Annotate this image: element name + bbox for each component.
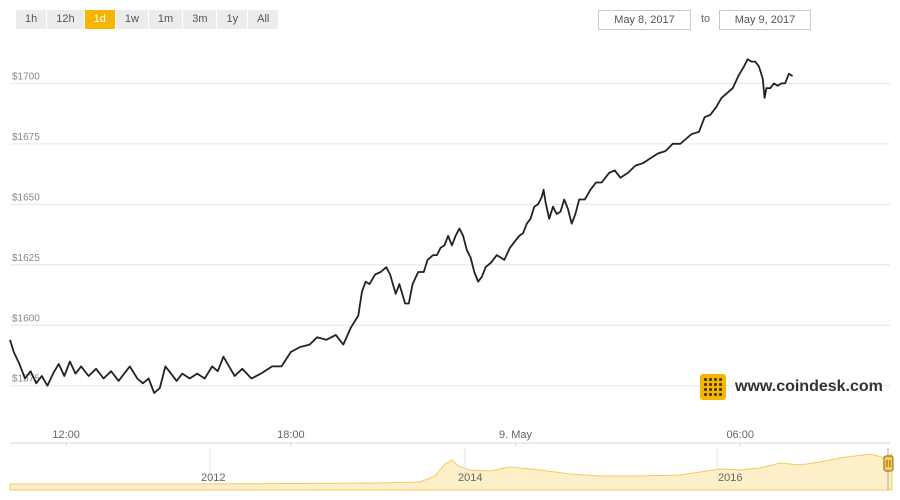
range-button-1w[interactable]: 1w: [115, 10, 148, 29]
y-tick-label: $1675: [12, 132, 40, 143]
coindesk-logo-icon: [700, 374, 726, 400]
navigator[interactable]: 2012 2014 2016: [0, 446, 900, 500]
range-button-all[interactable]: All: [248, 10, 279, 29]
range-button-3m[interactable]: 3m: [183, 10, 217, 29]
x-tick-label: 06:00: [726, 429, 754, 441]
gridlines: [10, 82, 890, 387]
to-date-input[interactable]: May 9, 2017: [719, 10, 811, 30]
y-axis: $1575 $1600 $1625 $1650 $1675 $1700: [12, 71, 40, 384]
y-tick-label: $1600: [12, 313, 40, 324]
navigator-label-2014: 2014: [458, 472, 482, 484]
range-button-1m[interactable]: 1m: [148, 10, 183, 29]
x-axis: 12:00 18:00 9. May 06:00: [52, 429, 754, 448]
brand-url: www.coindesk.com: [735, 378, 883, 395]
x-tick-label: 18:00: [277, 429, 305, 441]
x-tick-label: 12:00: [52, 429, 80, 441]
range-button-1h[interactable]: 1h: [16, 10, 47, 29]
navigator-label-2016: 2016: [718, 472, 742, 484]
from-date-input[interactable]: May 8, 2017: [598, 10, 691, 30]
navigator-label-2012: 2012: [201, 472, 225, 484]
y-tick-label: $1650: [12, 192, 40, 203]
range-selector: 1h 12h 1d 1w 1m 3m 1y All: [16, 10, 279, 29]
navigator-handle[interactable]: [883, 455, 894, 472]
price-line: [9, 58, 794, 394]
x-tick-label: 9. May: [499, 429, 533, 441]
y-tick-label: $1625: [12, 253, 40, 264]
range-button-1d[interactable]: 1d: [84, 10, 115, 29]
to-label: to: [701, 13, 711, 25]
range-button-1y[interactable]: 1y: [217, 10, 248, 29]
navigator-area: [9, 453, 893, 491]
range-button-12h[interactable]: 12h: [47, 10, 84, 29]
y-tick-label: $1575: [12, 374, 40, 385]
coindesk-brand: www.coindesk.com: [700, 374, 883, 400]
y-tick-label: $1700: [12, 71, 40, 82]
